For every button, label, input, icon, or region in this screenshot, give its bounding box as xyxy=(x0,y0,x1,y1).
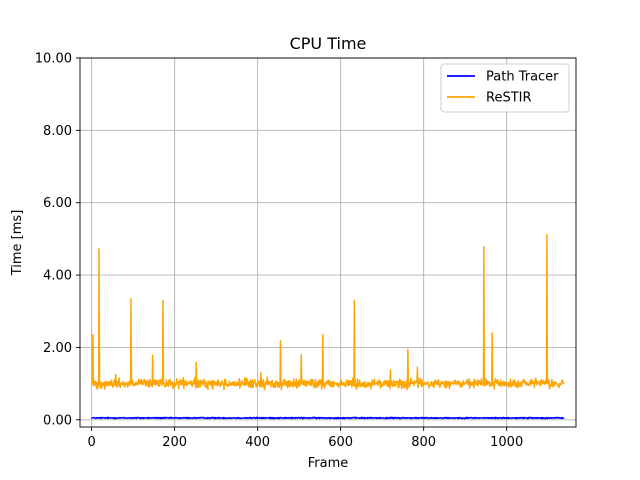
x-tick-label: 800 xyxy=(411,435,436,450)
ticks: 0 200 400 600 800 1000 0.00 2.00 4.00 6.00 8.00 10.… xyxy=(35,52,523,451)
y-tick-label: 2.00 xyxy=(43,341,72,356)
plot-area xyxy=(80,58,576,427)
x-tick-label: 1000 xyxy=(490,435,523,450)
x-tick-label: 0 xyxy=(87,435,95,450)
y-tick-label: 0.00 xyxy=(43,413,72,428)
legend: Path Tracer ReSTIR xyxy=(440,63,570,113)
series-line-restir xyxy=(90,233,565,391)
x-tick-label: 600 xyxy=(328,435,353,450)
series-lines xyxy=(90,233,565,420)
x-axis-label: Frame xyxy=(308,456,349,471)
x-tick-label: 200 xyxy=(162,435,187,450)
plot-frame xyxy=(79,57,577,428)
legend-label: Path Tracer xyxy=(486,70,559,85)
y-tick-label: 8.00 xyxy=(43,124,72,139)
series-line-path-tracer xyxy=(90,416,565,420)
y-tick-label: 4.00 xyxy=(43,269,72,284)
x-tick-label: 400 xyxy=(245,435,270,450)
y-tick-label: 6.00 xyxy=(43,196,72,211)
chart-title: CPU Time xyxy=(290,34,367,53)
y-axis-label: Time [ms] xyxy=(10,210,25,277)
y-tick-label: 10.00 xyxy=(35,52,72,67)
legend-label: ReSTIR xyxy=(486,91,532,106)
